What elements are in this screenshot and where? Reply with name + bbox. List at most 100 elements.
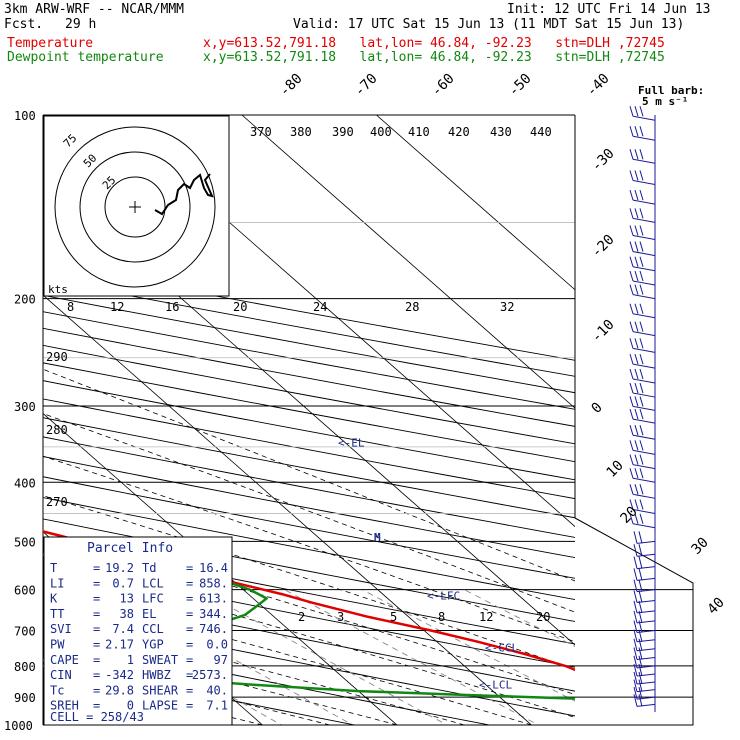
- wind-barb-flag: [639, 241, 644, 252]
- wind-barb-flag: [629, 513, 634, 524]
- parcel-level-label: <-LCL: [479, 678, 512, 691]
- wind-barb-flag: [629, 270, 634, 282]
- wind-barb-flag: [629, 241, 634, 252]
- wind-barb-flag: [639, 338, 644, 349]
- wind-barb-flag: [639, 440, 644, 451]
- mixing-ratio-label: 5: [390, 610, 397, 624]
- wind-barb-flag: [634, 353, 639, 365]
- hodograph-trace: [154, 173, 214, 216]
- parcel-equals: =: [93, 683, 100, 697]
- wind-barb-flag: [633, 686, 638, 700]
- pressure-tick-label: 1000: [4, 719, 33, 733]
- pressure-tick-label: 100: [14, 109, 36, 123]
- hodograph-kts-label: kts: [48, 283, 68, 296]
- wind-barb-flag: [629, 225, 634, 236]
- model-title: 3km ARW-WRF -- NCAR/MMM: [4, 2, 185, 17]
- isotherm-label: 30: [689, 535, 712, 558]
- wind-barb-flag: [634, 468, 639, 479]
- parcel-param-name: K: [50, 592, 58, 606]
- wind-barb-flag: [629, 425, 634, 436]
- parcel-param-value: 19.2: [105, 561, 134, 575]
- theta-label: 280: [46, 423, 68, 437]
- wind-barb-flag: [634, 241, 639, 252]
- dry-adiabat: [43, 344, 575, 445]
- theta-label: 440: [530, 125, 552, 139]
- isotherm-label: -80: [277, 71, 306, 100]
- wind-barb-flag: [639, 468, 644, 479]
- isotherm: [241, 115, 575, 409]
- wind-barb-flag: [634, 256, 639, 267]
- wind-barb-flag: [634, 513, 639, 524]
- wind-barb-flag: [629, 106, 634, 117]
- dry-adiabat: [43, 327, 575, 427]
- full-barb-label: Full barb:: [638, 84, 704, 97]
- wind-barb-flag: [634, 454, 639, 465]
- parcel-param-value: 97: [214, 653, 228, 667]
- pressure-tick-label: 700: [14, 625, 36, 639]
- isotherm-label: -50: [506, 71, 535, 100]
- wind-barb: [632, 523, 656, 529]
- parcel-param-name: LFC: [142, 592, 164, 606]
- parcel-param-value: 0.0: [206, 638, 228, 652]
- parcel-param-value: -342: [105, 668, 134, 682]
- isotherm: [376, 115, 575, 291]
- wind-barb-flag: [638, 556, 643, 569]
- parcel-param-name: YGP: [142, 638, 164, 652]
- parcel-equals: =: [93, 622, 100, 636]
- wind-barb: [632, 280, 656, 286]
- parcel-equals: =: [186, 561, 193, 575]
- wind-barb: [636, 589, 656, 593]
- wind-barb-flag: [629, 396, 634, 407]
- isotherm: [43, 294, 533, 725]
- parcel-equals: =: [93, 576, 100, 590]
- parcel-param-value: 1: [127, 653, 134, 667]
- isotherm-label: 10: [604, 458, 627, 481]
- wind-barb-flag: [639, 454, 644, 465]
- wind-barb-flag: [639, 382, 644, 394]
- parcel-param-name: CIN: [50, 668, 72, 682]
- mixing-ratio-line: [284, 589, 540, 725]
- dry-adiabat: [43, 518, 575, 622]
- wind-barb-flag: [638, 647, 643, 660]
- parcel-param-value: 0: [127, 699, 134, 713]
- parcel-equals: =: [186, 683, 193, 697]
- parcel-level-label: <-CCL: [485, 641, 518, 654]
- wind-barb-flag: [633, 655, 638, 669]
- wind-barb-flag: [633, 629, 638, 642]
- wind-barb-flag: [629, 149, 634, 160]
- wind-barb-flag: [639, 484, 644, 495]
- wind-barb-flag: [638, 600, 643, 613]
- theta-label: 410: [408, 125, 430, 139]
- parcel-equals: =: [186, 668, 193, 682]
- parcel-param-name: SWEAT: [142, 653, 178, 667]
- wind-barb: [632, 378, 656, 384]
- wind-barb: [632, 347, 656, 353]
- upper-scale-label: 16: [165, 300, 179, 314]
- wind-barb-flag: [639, 256, 644, 267]
- wind-barb-flag: [639, 396, 644, 407]
- wind-barb-flag: [639, 499, 644, 510]
- wind-barb: [632, 135, 656, 141]
- parcel-equals: =: [186, 638, 193, 652]
- wind-barb-flag: [638, 590, 643, 603]
- parcel-cell-value: CELL = 258/43: [50, 710, 144, 724]
- parcel-info-title: Parcel Info: [87, 541, 173, 556]
- parcel-equals: =: [93, 607, 100, 621]
- upper-scale-label: 28: [405, 300, 419, 314]
- parcel-param-value: 746.: [199, 622, 228, 636]
- theta-label: 420: [448, 125, 470, 139]
- wind-barb-flag: [634, 225, 639, 236]
- wind-barb: [632, 449, 656, 455]
- wind-barb: [632, 405, 656, 411]
- parcel-param-name: HWBZ: [142, 668, 171, 682]
- isotherm-extension-frame: [574, 517, 694, 726]
- wind-barb: [636, 577, 656, 581]
- wind-barb-flag: [639, 513, 644, 524]
- wind-barb: [632, 115, 656, 121]
- wind-barb-flag: [629, 382, 634, 394]
- parcel-param-name: Tc: [50, 683, 64, 697]
- parcel-param-value: 13: [120, 592, 134, 606]
- pressure-tick-label: 600: [14, 584, 36, 598]
- wind-barb-flag: [629, 440, 634, 451]
